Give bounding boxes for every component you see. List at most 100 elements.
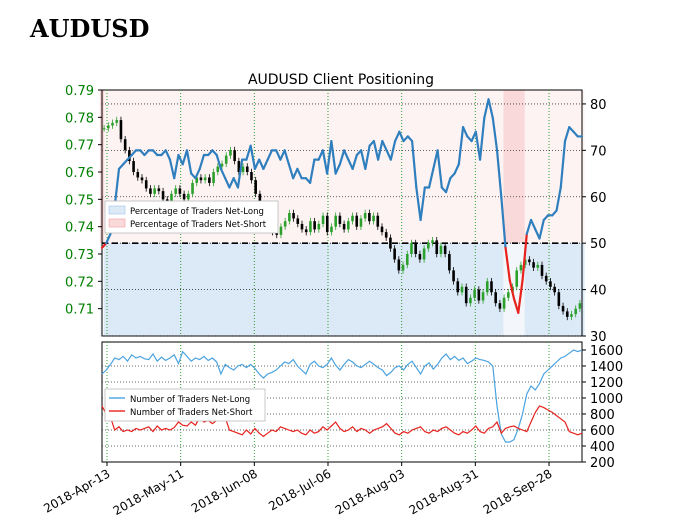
long-shade [248,243,254,336]
pct-net-long-segment [215,153,223,171]
candle-body [300,223,304,230]
pct-net-long-segment [266,149,274,161]
long-shade [460,243,466,336]
short-shade [507,90,513,244]
candle-body [384,232,388,238]
short-shade [358,90,364,244]
long-shade [308,243,313,336]
short-shade [142,90,148,244]
count-tick-label: 1000 [590,392,623,407]
long-shade [286,243,292,336]
pct-net-long-segment [410,139,418,189]
pct-net-long-segment [185,149,193,175]
candle-body [144,180,148,189]
short-shade [414,90,419,244]
long-shade [473,243,479,336]
pct-net-long-segment [228,177,235,189]
candle-body [393,248,396,260]
pct-net-long-segment [258,158,265,171]
long-shade [392,243,398,336]
long-shade [291,243,296,336]
short-shade [257,90,262,244]
candle-body [376,215,380,227]
legend-box [104,388,266,422]
long-shade [235,243,241,336]
net-short-count-line [101,405,583,438]
pct-net-long-segment [326,139,333,175]
legend-label: Percentage of Traders Net-Short [130,220,267,230]
pct-tick-label: 80 [590,98,607,113]
price-tick-label: 0.72 [65,275,94,290]
count-tick-label: 1200 [590,376,623,391]
candle-body [275,232,279,235]
candle-body [544,275,548,282]
pct-net-long-segment [453,163,460,175]
candle-body [224,155,228,164]
pct-net-long-segment [173,153,180,180]
candle-body [187,193,190,200]
pct-net-long-segment [321,149,329,175]
short-shade [274,90,279,244]
candle-body [203,177,207,181]
short-shade [189,90,194,244]
pct-net-long-segment [538,218,545,240]
pct-net-long-segment [330,139,337,175]
short-shade [562,90,568,244]
pct-net-long-segment [419,186,426,222]
long-shade [431,243,436,336]
pct-net-long-segment [491,116,499,152]
candle-body [561,305,565,312]
candle-body [115,120,119,123]
candle-body [233,150,236,162]
long-shade [269,243,275,336]
long-shade [108,243,114,336]
long-shade [443,243,449,336]
short-shade [520,90,526,244]
candle-body [195,177,199,183]
pct-net-long-segment [487,98,494,119]
pct-net-long-segment [168,158,176,180]
candle-body [355,215,359,227]
candle-body [401,264,405,271]
short-shade [409,90,415,244]
long-shade [342,243,347,336]
long-shade [567,243,572,336]
short-shade [231,90,237,244]
candle-body [216,166,220,172]
date-tick-label: 2018-Apr-13 [41,466,112,515]
short-shade [439,90,445,244]
candle-body [153,188,156,194]
candle-body [414,243,417,254]
candle-body [283,221,287,227]
short-shade [184,90,190,244]
long-shade [218,243,224,336]
pct-net-long-segment [444,177,452,194]
candle-body [136,172,140,178]
candle-body [208,177,211,183]
candle-body [485,281,489,293]
pct-net-long-segment [525,218,533,235]
candle-body [229,150,232,156]
short-shade [511,90,517,244]
short-shade [371,90,377,244]
price-tick-label: 0.71 [65,303,94,318]
short-shade [108,90,114,244]
long-shade [490,243,496,336]
short-shade [172,90,177,244]
count-tick-label: 200 [590,456,615,471]
short-shade [490,90,496,244]
short-shade [401,90,407,244]
short-shade [567,90,572,244]
count-tick-label: 1600 [590,344,623,359]
short-shade [282,90,288,244]
pct-net-long-segment [461,126,469,138]
long-shade [184,243,190,336]
pct-net-long-segment [398,130,405,143]
short-shade [163,90,169,244]
candle-body [435,240,439,254]
long-shade [133,243,139,336]
candle-body [536,264,540,268]
short-shade [320,90,326,244]
short-shade [150,90,156,244]
candle-body [494,292,497,304]
